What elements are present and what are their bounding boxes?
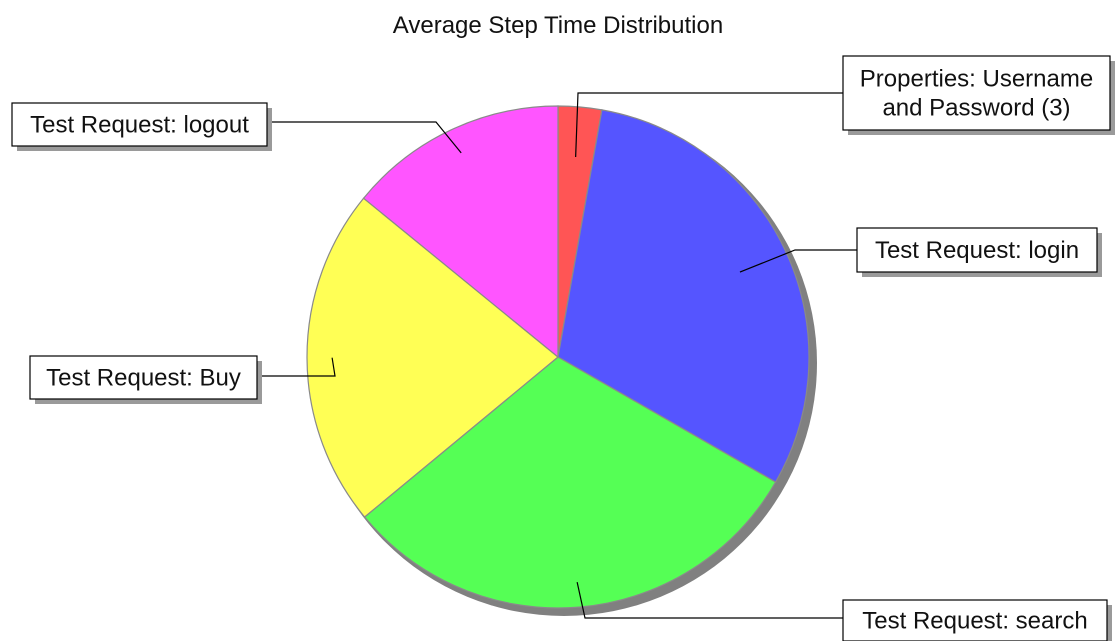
slice-label-text: Test Request: search — [862, 608, 1087, 635]
label-leader-line — [575, 92, 843, 157]
slice-label: Test Request: search — [576, 581, 1112, 641]
slice-label: Test Request: login — [739, 227, 1102, 277]
label-leader-line — [267, 121, 462, 154]
label-box — [11, 102, 268, 147]
label-box — [856, 227, 1098, 273]
pie-slice — [362, 105, 559, 359]
label-box — [29, 355, 258, 400]
slice-label-text: Properties: Username — [860, 66, 1093, 93]
slice-label: Test Request: Buy — [29, 355, 336, 404]
chart-title: Average Step Time Distribution — [393, 12, 723, 39]
label-box — [842, 599, 1108, 641]
pie-slices — [306, 105, 810, 609]
slice-label-text: Test Request: logout — [30, 112, 249, 139]
label-leader-line — [576, 581, 843, 619]
pie-slice — [363, 356, 777, 609]
label-leader-line — [257, 357, 336, 377]
slice-label-text: Test Request: Buy — [46, 365, 241, 392]
label-box — [842, 55, 1111, 131]
slice-label-text: and Password (3) — [882, 95, 1070, 122]
pie-slice — [557, 109, 810, 483]
pie-slice — [306, 197, 559, 518]
slice-label: Test Request: logout — [11, 102, 462, 154]
label-leader-line — [739, 249, 857, 273]
slice-label-text: Test Request: login — [875, 237, 1079, 264]
